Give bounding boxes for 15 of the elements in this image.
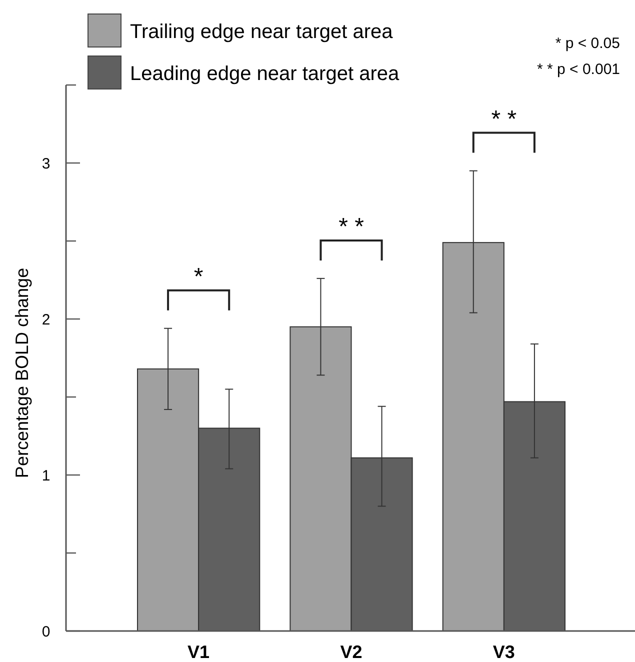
y-tick-label: 2 [42, 311, 50, 328]
legend-label: Trailing edge near target area [130, 21, 394, 43]
y-tick-label: 3 [42, 155, 50, 172]
text: * p < 0.05 [555, 35, 620, 52]
y-axis-title: Percentage BOLD change [12, 268, 32, 478]
x-tick-label: V3 [492, 642, 515, 662]
text: * * p < 0.001 [537, 61, 620, 78]
legend-label: Leading edge near target area [130, 63, 400, 85]
x-tick-label: V1 [188, 642, 210, 662]
annotation: * * [491, 106, 517, 133]
annotation: * * [338, 213, 364, 240]
x-tick-label: V2 [340, 642, 362, 662]
y-tick-label: 1 [42, 467, 50, 484]
annotation: * [194, 263, 204, 290]
y-tick-label: 0 [42, 623, 50, 640]
